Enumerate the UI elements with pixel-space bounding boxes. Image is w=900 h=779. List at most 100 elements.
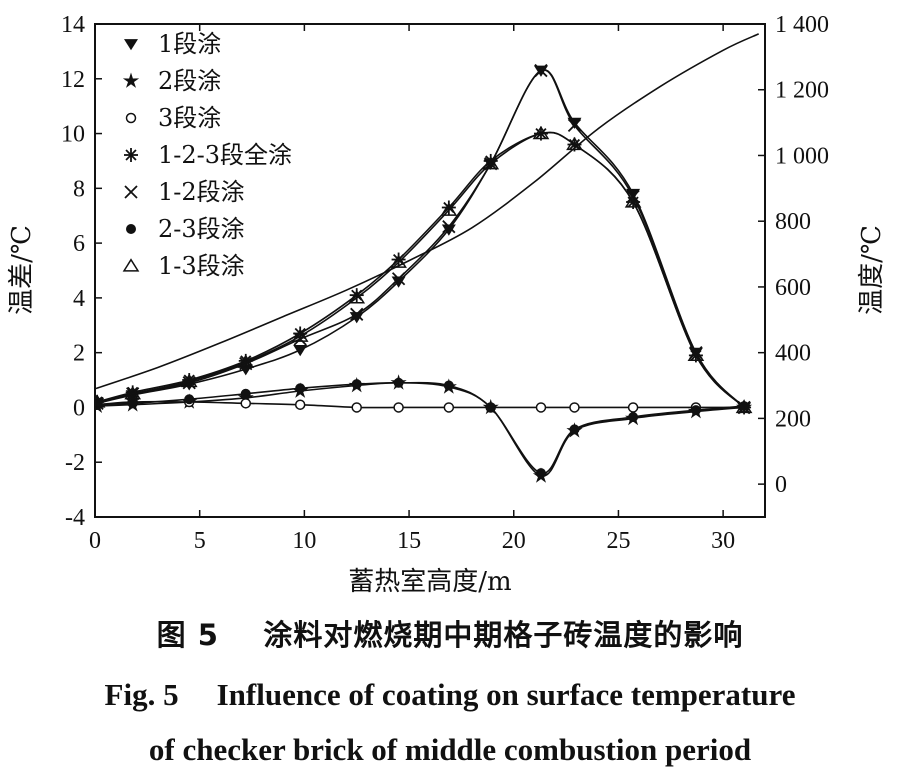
triangle-up-shape [440, 202, 458, 216]
data-point [348, 290, 366, 304]
cross-stroke [534, 63, 548, 78]
data-point [351, 379, 362, 390]
caption-english-line2: of checker brick of middle combustion pe… [0, 732, 900, 768]
triangle-up-shape [390, 254, 407, 268]
star-shape [122, 72, 140, 88]
circle-filled-shape [295, 383, 306, 394]
legend-label: 1-3段涂 [158, 252, 245, 280]
y-left-tick-label: -2 [65, 450, 85, 476]
y-left-tick-label: 0 [73, 395, 85, 421]
triangle-down-shape [293, 345, 308, 357]
y-left-tick-label: 4 [73, 286, 85, 312]
circle-filled-shape [184, 394, 195, 405]
legend-marker [122, 258, 140, 272]
x-tick-label: 30 [711, 528, 735, 554]
cross-stroke [124, 185, 138, 199]
data-point [350, 307, 364, 321]
data-point [534, 63, 548, 78]
circle-filled-shape [535, 468, 546, 479]
series-line [95, 33, 760, 390]
legend-marker [124, 148, 138, 162]
circle-filled-shape [628, 412, 639, 423]
data-point [567, 118, 582, 132]
y-right-tick-label: 0 [775, 472, 787, 498]
legend-label: 2-3段涂 [158, 215, 245, 243]
circle-filled-shape [569, 424, 580, 435]
legend-marker [125, 112, 137, 124]
triangle-down-shape [391, 276, 406, 288]
data-point [624, 194, 642, 208]
circle-open-shape [240, 398, 251, 409]
data-point [532, 125, 550, 140]
circle-open-shape [443, 402, 455, 413]
y-left-tick-label: 8 [73, 176, 85, 202]
x-tick-label: 20 [502, 528, 526, 554]
caption-english-line1: Fig. 5 Influence of coating on surface te… [0, 677, 900, 713]
y-left-tick-label: 12 [61, 67, 85, 93]
y-right-tick-label: 200 [775, 406, 811, 432]
circle-filled-shape [351, 379, 362, 390]
data-point [687, 347, 705, 362]
series-2 [95, 374, 753, 483]
chart: 0 5 10 15 20 25 30 -4 -2 0 2 4 6 8 10 12 14 0 200 400 600 800… [7, 12, 887, 597]
y-left-tick-label: 2 [73, 341, 85, 367]
triangle-up-shape [122, 258, 140, 272]
triangle-up-shape [95, 394, 106, 408]
series-line [97, 381, 745, 477]
cross-stroke [442, 220, 456, 234]
asterisk-stroke [393, 253, 405, 266]
asterisk-stroke [351, 289, 363, 301]
triangle-up-shape [291, 328, 309, 342]
triangle-down-shape [441, 224, 456, 236]
circle-open-shape [351, 402, 362, 413]
data-point [237, 354, 255, 368]
circle-open-shape [627, 402, 639, 413]
data-point [443, 380, 454, 391]
asterisk-stroke [125, 149, 137, 161]
y-left-tick-label: 10 [61, 122, 85, 148]
caption-chinese: 图 5 涂料对燃烧期中期格子砖温度的影响 [0, 612, 900, 654]
ticks: 0 5 10 15 20 25 30 -4 -2 0 2 4 6 8 10 12 14 0 200 400 600 800… [61, 12, 829, 554]
series-line [96, 69, 745, 408]
caption-zh-text: 涂料对燃烧期中期格子砖温度的影响 [263, 618, 744, 652]
y-right-tick-label: 400 [775, 341, 811, 367]
data-point [180, 373, 198, 388]
series-7 [95, 125, 753, 414]
triangle-up-shape [482, 155, 500, 170]
data-point [628, 412, 639, 423]
data-point [442, 220, 456, 234]
x-tick-label: 15 [397, 528, 421, 554]
data-point [535, 468, 546, 479]
legend-marker [124, 185, 138, 199]
data-point [735, 399, 753, 414]
asterisk-stroke [127, 386, 139, 398]
data-point [351, 402, 362, 413]
caption-en-text-2: of checker brick of middle combustion pe… [148, 732, 752, 767]
cross-stroke [567, 118, 582, 132]
data-point [535, 402, 547, 413]
data-point [443, 402, 455, 413]
circle-open-shape [393, 402, 404, 413]
legend-label: 1段涂 [158, 30, 221, 58]
legend-marker [122, 72, 140, 88]
triangle-down-shape [349, 312, 364, 324]
series-8 [95, 33, 760, 390]
triangle-up-shape [624, 194, 642, 208]
triangle-up-shape [124, 386, 142, 400]
legend-marker [124, 39, 138, 51]
y-right-axis-label: 温度/℃ [857, 225, 887, 315]
series-line [97, 381, 745, 475]
data-point [240, 388, 251, 399]
caption-en-text-1: Influence of coating on surface temperat… [216, 677, 796, 712]
data-point [393, 402, 404, 413]
data-point [293, 345, 308, 357]
series-layer [95, 33, 760, 483]
data-point [391, 272, 406, 286]
triangle-up-shape [237, 354, 255, 368]
data-point [349, 312, 364, 324]
data-point [627, 402, 639, 413]
legend-label: 1-2-3段全涂 [158, 141, 292, 169]
caption-zh-number: 图 5 [156, 618, 219, 652]
data-point [240, 398, 251, 409]
x-tick-label: 5 [194, 528, 206, 554]
